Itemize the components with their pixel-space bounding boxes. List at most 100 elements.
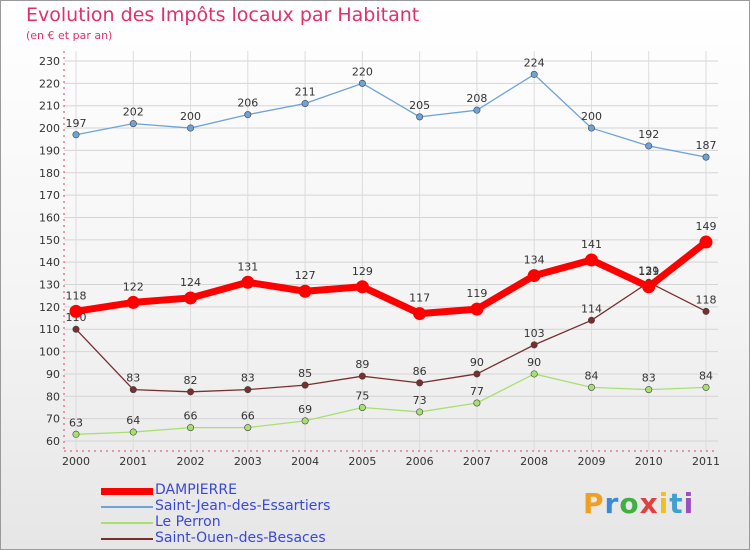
logo-letter: o: [619, 487, 640, 520]
data-label: 89: [355, 358, 369, 371]
data-point: [187, 124, 195, 132]
y-tick-label: 130: [39, 279, 60, 292]
data-label: 202: [123, 106, 144, 119]
data-label: 86: [413, 365, 427, 378]
data-label: 118: [66, 289, 87, 302]
data-point: [587, 124, 595, 132]
data-point: [358, 79, 366, 87]
data-point: [129, 120, 137, 128]
logo-letter: P: [583, 487, 605, 520]
x-tick-label: 2000: [62, 455, 90, 468]
logo-letter: i: [683, 487, 695, 520]
data-label: 77: [470, 385, 484, 398]
series-line-1: [75, 73, 707, 158]
y-tick-label: 100: [39, 346, 60, 359]
data-label: 124: [180, 276, 201, 289]
legend-label: DAMPIERRE: [155, 482, 237, 498]
legend-item: Saint-Jean-des-Essartiers: [101, 498, 361, 515]
data-point: [470, 302, 484, 316]
y-tick-label: 210: [39, 100, 60, 113]
data-point: [473, 370, 481, 378]
data-label: 83: [241, 372, 255, 385]
x-tick-label: 2004: [291, 455, 319, 468]
chart-title: Evolution des Impôts locaux par Habitant: [26, 4, 420, 26]
y-tick-label: 220: [39, 77, 60, 90]
y-tick-label: 70: [46, 413, 60, 426]
data-label: 73: [413, 394, 427, 407]
data-point: [587, 383, 595, 391]
data-label: 205: [409, 99, 430, 112]
y-tick-label: 200: [39, 122, 60, 135]
legend-item: Le Perron: [101, 514, 361, 531]
data-point: [241, 275, 255, 289]
legend-swatch: [101, 488, 153, 495]
x-tick-label: 2005: [348, 455, 376, 468]
data-label: 192: [638, 128, 659, 141]
data-point: [587, 316, 595, 324]
legend-item: DAMPIERRE: [101, 482, 361, 499]
data-point: [301, 417, 309, 425]
data-label: 129: [638, 265, 659, 278]
data-point: [530, 70, 538, 78]
x-tick-label: 2003: [234, 455, 262, 468]
data-point: [473, 106, 481, 114]
data-label: 224: [524, 56, 545, 69]
y-tick-label: 190: [39, 144, 60, 157]
data-label: 84: [584, 369, 598, 382]
data-label: 134: [524, 254, 545, 267]
data-label: 82: [184, 374, 198, 387]
data-point: [69, 304, 83, 318]
legend-swatch: [101, 538, 153, 540]
data-point: [72, 325, 80, 333]
data-point: [645, 142, 653, 150]
x-tick-label: 2001: [119, 455, 147, 468]
data-point: [702, 383, 710, 391]
y-tick-label: 110: [39, 323, 60, 336]
data-label: 83: [126, 372, 140, 385]
data-label: 64: [126, 414, 140, 427]
y-tick-label: 170: [39, 189, 60, 202]
data-point: [416, 113, 424, 121]
data-label: 200: [180, 110, 201, 123]
y-tick-label: 180: [39, 167, 60, 180]
data-point: [355, 280, 369, 294]
x-tick-label: 2011: [692, 455, 720, 468]
data-label: 220: [352, 65, 373, 78]
chart-subtitle: (en € et par an): [26, 29, 113, 42]
data-label: 83: [642, 372, 656, 385]
x-tick-label: 2010: [635, 455, 663, 468]
data-label: 117: [409, 292, 430, 305]
series-line-0: [75, 239, 709, 318]
data-point: [187, 388, 195, 396]
legend-item: Saint-Ouen-des-Besaces: [101, 530, 361, 547]
logo-letter: i: [658, 487, 670, 520]
data-label: 119: [466, 287, 487, 300]
data-point: [244, 386, 252, 394]
data-point: [699, 235, 713, 249]
data-point: [527, 269, 541, 283]
data-label: 90: [527, 356, 541, 369]
data-point: [416, 379, 424, 387]
data-point: [298, 284, 312, 298]
data-point: [129, 386, 137, 394]
data-label: 141: [581, 238, 602, 251]
logo-text: Proxiti: [583, 487, 694, 520]
y-tick-label: 120: [39, 301, 60, 314]
data-point: [129, 428, 137, 436]
legend-label: Le Perron: [155, 514, 221, 530]
data-point: [413, 307, 427, 321]
logo-letter: t: [669, 487, 684, 520]
data-label: 131: [638, 264, 659, 277]
data-label: 103: [524, 327, 545, 340]
data-label: 84: [699, 369, 713, 382]
data-label: 85: [298, 367, 312, 380]
data-point: [184, 291, 198, 305]
legend-label: Saint-Jean-des-Essartiers: [155, 498, 331, 514]
data-label: 200: [581, 110, 602, 123]
data-label: 75: [355, 389, 369, 402]
data-label: 197: [66, 117, 87, 130]
data-label: 187: [696, 139, 717, 152]
chart-legend: DAMPIERRE Saint-Jean-des-Essartiers Le Per…: [101, 482, 361, 547]
